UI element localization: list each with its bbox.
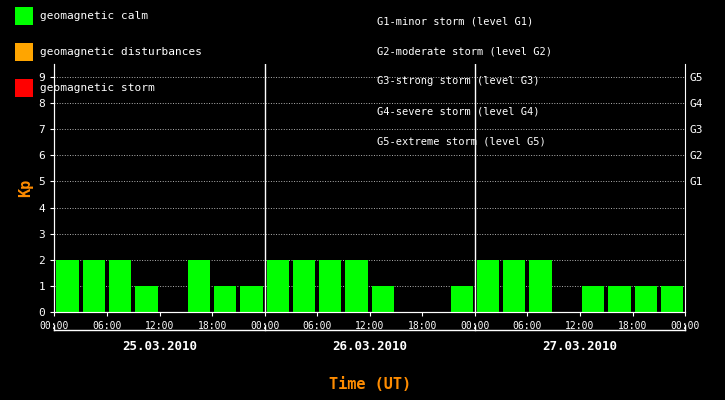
Text: 27.03.2010: 27.03.2010 (542, 340, 618, 352)
Bar (109, 260, 131, 312)
Bar (634, 286, 657, 312)
Bar (477, 260, 500, 312)
Bar (450, 286, 473, 312)
Text: geomagnetic calm: geomagnetic calm (40, 11, 148, 21)
Bar (188, 260, 210, 312)
Text: G3-strong storm (level G3): G3-strong storm (level G3) (377, 76, 539, 86)
Bar (582, 286, 605, 312)
Y-axis label: Kp: Kp (18, 179, 33, 197)
Bar (660, 286, 683, 312)
Bar (135, 286, 157, 312)
Bar (214, 286, 236, 312)
Bar (345, 260, 368, 312)
Bar (503, 260, 526, 312)
Bar (319, 260, 341, 312)
Bar (529, 260, 552, 312)
Text: G2-moderate storm (level G2): G2-moderate storm (level G2) (377, 46, 552, 56)
Text: G1-minor storm (level G1): G1-minor storm (level G1) (377, 16, 534, 26)
Text: G4-severe storm (level G4): G4-severe storm (level G4) (377, 106, 539, 116)
Text: geomagnetic storm: geomagnetic storm (40, 83, 154, 93)
Text: geomagnetic disturbances: geomagnetic disturbances (40, 47, 202, 57)
Bar (57, 260, 79, 312)
Bar (267, 260, 289, 312)
Bar (608, 286, 631, 312)
Text: 25.03.2010: 25.03.2010 (122, 340, 197, 352)
Bar (293, 260, 315, 312)
Bar (240, 286, 262, 312)
Text: 26.03.2010: 26.03.2010 (332, 340, 407, 352)
Bar (372, 286, 394, 312)
Bar (83, 260, 105, 312)
Text: G5-extreme storm (level G5): G5-extreme storm (level G5) (377, 136, 546, 146)
Text: Time (UT): Time (UT) (328, 377, 411, 392)
